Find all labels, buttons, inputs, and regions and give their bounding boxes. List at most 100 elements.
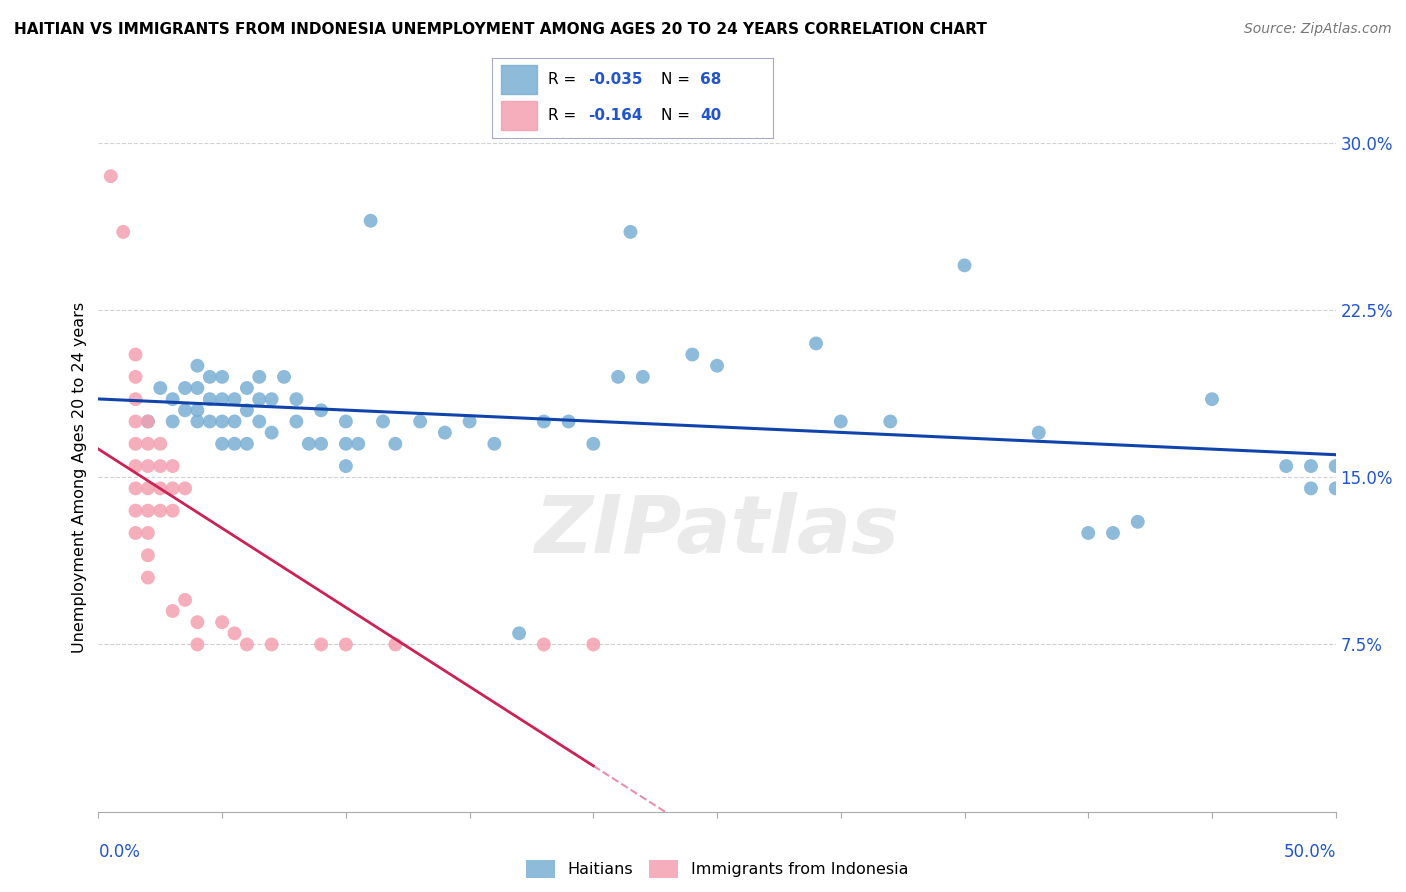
Point <box>149 436 172 450</box>
Point <box>1299 482 1322 496</box>
Text: R =: R = <box>548 108 582 123</box>
Text: R =: R = <box>548 72 582 87</box>
Point <box>247 369 270 384</box>
Point <box>298 436 321 450</box>
Point <box>1126 515 1149 529</box>
Point <box>285 392 308 407</box>
Point <box>136 526 159 541</box>
Point <box>285 414 308 429</box>
Point <box>247 414 270 429</box>
Legend: Haitians, Immigrants from Indonesia: Haitians, Immigrants from Indonesia <box>520 854 914 884</box>
Bar <box>501 65 537 95</box>
Point <box>162 414 184 429</box>
Bar <box>501 102 537 130</box>
Point <box>557 414 579 429</box>
Text: -0.164: -0.164 <box>588 108 643 123</box>
Point <box>804 336 827 351</box>
Point <box>100 169 122 184</box>
Text: 50.0%: 50.0% <box>1284 843 1336 861</box>
Point <box>533 414 555 429</box>
Point <box>124 482 146 496</box>
Point <box>260 637 283 651</box>
Point <box>1201 392 1223 407</box>
Point <box>607 369 630 384</box>
Point <box>458 414 481 429</box>
Point <box>309 403 332 417</box>
Point <box>211 414 233 429</box>
Point <box>384 637 406 651</box>
Text: -0.035: -0.035 <box>588 72 643 87</box>
Point <box>162 392 184 407</box>
Point <box>162 482 184 496</box>
Point <box>1324 459 1347 474</box>
Point <box>211 615 233 630</box>
Point <box>162 459 184 474</box>
Point <box>124 503 146 517</box>
Point <box>136 414 159 429</box>
Point <box>830 414 852 429</box>
Point <box>582 637 605 651</box>
Text: 68: 68 <box>700 72 721 87</box>
Point <box>174 592 197 607</box>
Point <box>236 403 259 417</box>
Point <box>260 392 283 407</box>
Point <box>198 369 221 384</box>
Point <box>236 436 259 450</box>
Point <box>224 626 246 640</box>
Point <box>1275 459 1298 474</box>
Point <box>124 459 146 474</box>
Point <box>1028 425 1050 440</box>
Point <box>953 259 976 273</box>
Point <box>681 348 703 362</box>
Point <box>136 414 159 429</box>
Point <box>136 503 159 517</box>
Y-axis label: Unemployment Among Ages 20 to 24 years: Unemployment Among Ages 20 to 24 years <box>72 301 87 653</box>
Point <box>1102 526 1125 541</box>
Point <box>211 392 233 407</box>
Point <box>136 459 159 474</box>
Point <box>335 414 357 429</box>
Point <box>186 403 208 417</box>
Point <box>236 637 259 651</box>
Point <box>149 503 172 517</box>
Point <box>124 526 146 541</box>
Point <box>371 414 394 429</box>
Point <box>124 348 146 362</box>
Point <box>198 392 221 407</box>
Point <box>224 414 246 429</box>
Point <box>124 414 146 429</box>
Point <box>335 459 357 474</box>
Point <box>198 414 221 429</box>
Point <box>211 436 233 450</box>
Point <box>335 637 357 651</box>
Text: HAITIAN VS IMMIGRANTS FROM INDONESIA UNEMPLOYMENT AMONG AGES 20 TO 24 YEARS CORR: HAITIAN VS IMMIGRANTS FROM INDONESIA UNE… <box>14 22 987 37</box>
Text: 0.0%: 0.0% <box>98 843 141 861</box>
Point <box>224 392 246 407</box>
Point <box>309 637 332 651</box>
Point <box>384 436 406 450</box>
Point <box>211 369 233 384</box>
Point <box>260 425 283 440</box>
Point <box>335 436 357 450</box>
Point <box>1299 459 1322 474</box>
Point <box>236 381 259 395</box>
Text: 40: 40 <box>700 108 721 123</box>
Text: Source: ZipAtlas.com: Source: ZipAtlas.com <box>1244 22 1392 37</box>
Point <box>433 425 456 440</box>
Point <box>186 615 208 630</box>
Point <box>1324 482 1347 496</box>
Point <box>533 637 555 651</box>
Text: ZIPatlas: ZIPatlas <box>534 491 900 570</box>
Point <box>136 482 159 496</box>
Point <box>247 392 270 407</box>
Point <box>186 414 208 429</box>
Point <box>582 436 605 450</box>
Point <box>162 503 184 517</box>
Point <box>706 359 728 373</box>
Point <box>124 392 146 407</box>
Point <box>136 571 159 585</box>
Point <box>186 381 208 395</box>
Point <box>174 381 197 395</box>
Point <box>149 381 172 395</box>
Point <box>186 637 208 651</box>
